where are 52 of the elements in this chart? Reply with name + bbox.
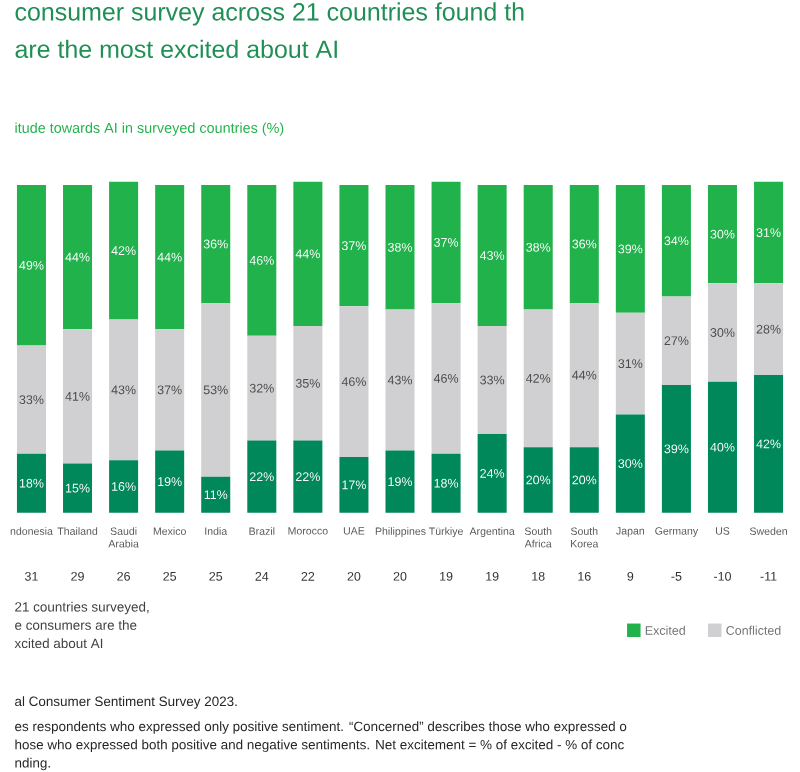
bar xyxy=(16,346,46,455)
bar xyxy=(293,326,323,442)
bar xyxy=(63,464,93,514)
bar xyxy=(339,185,369,307)
bar xyxy=(615,313,645,415)
bar xyxy=(339,306,369,458)
bar xyxy=(431,182,461,304)
bar xyxy=(109,460,139,514)
bar xyxy=(247,185,277,337)
bar xyxy=(615,414,645,514)
bar xyxy=(707,382,737,514)
bar xyxy=(754,283,784,376)
bar xyxy=(707,185,737,284)
bar xyxy=(385,185,415,311)
bar xyxy=(63,329,93,465)
bar xyxy=(63,185,93,330)
bar xyxy=(523,310,553,448)
bar xyxy=(569,447,599,514)
bar xyxy=(16,454,46,514)
bar xyxy=(754,182,784,284)
bar xyxy=(754,375,784,514)
bar xyxy=(569,185,599,304)
bar xyxy=(155,329,185,451)
bar xyxy=(385,310,415,451)
bar xyxy=(615,185,645,314)
bar xyxy=(201,303,231,478)
bar xyxy=(201,185,231,304)
bar xyxy=(109,319,139,461)
bar xyxy=(661,296,691,386)
chart-title: consumer survey across 21 countries found th are the most excited about AI xyxy=(15,2,524,59)
bar xyxy=(201,477,231,514)
bar xyxy=(569,303,599,448)
bar xyxy=(16,185,46,347)
bar xyxy=(707,283,737,383)
bar xyxy=(293,441,323,514)
bar xyxy=(293,182,323,327)
bar xyxy=(385,450,415,514)
bar xyxy=(431,303,461,455)
bar xyxy=(155,185,185,330)
bar xyxy=(247,336,277,442)
bar xyxy=(661,385,691,514)
bar xyxy=(477,185,507,327)
bar xyxy=(155,450,185,514)
bar xyxy=(477,326,507,435)
bar xyxy=(109,182,139,320)
bar xyxy=(661,185,691,297)
bar xyxy=(523,185,553,311)
bar xyxy=(477,434,507,514)
bar xyxy=(339,457,369,514)
bar xyxy=(247,441,277,514)
bar xyxy=(523,447,553,514)
bar xyxy=(431,454,461,514)
